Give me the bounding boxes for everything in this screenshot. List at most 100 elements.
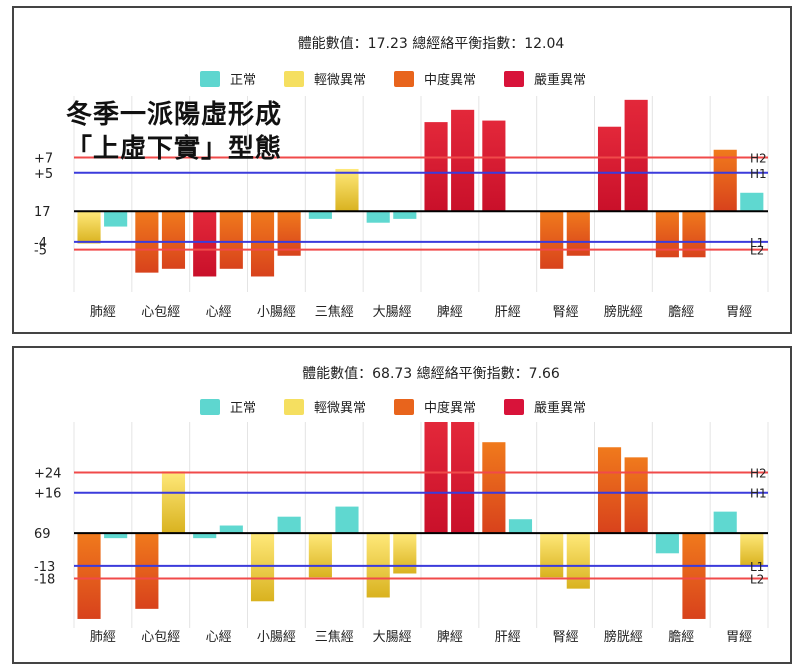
category-label-心經: 心經 xyxy=(206,630,232,645)
threshold-label-L2: -18 xyxy=(34,573,55,588)
threshold-label-L2: -5 xyxy=(34,244,47,259)
baseline-label: 69 xyxy=(34,527,51,542)
threshold-label-H1: +16 xyxy=(34,487,61,502)
bar-肺經-1 xyxy=(77,533,101,619)
threshold-label-H2: +7 xyxy=(34,151,53,166)
bar-肺經-2 xyxy=(104,533,128,539)
bar-膀胱經-1 xyxy=(597,447,622,534)
bar-肝經-2 xyxy=(508,519,533,534)
bar-腎經-1 xyxy=(540,533,564,578)
category-label-心經: 心經 xyxy=(206,305,232,320)
bar-心經-2 xyxy=(219,211,243,269)
bar-三焦經-1 xyxy=(308,211,332,219)
category-label-大腸經: 大腸經 xyxy=(373,630,412,645)
meridian-bar-chart-bottom: 體能數值：68.73 總經絡平衡指數：7.66 正常 輕微異常 中度異常 嚴重異常 +24… xyxy=(34,365,769,645)
bar-膽經-2 xyxy=(682,533,706,619)
bar-腎經-2 xyxy=(566,533,590,589)
threshold-tag-L2: L2 xyxy=(750,573,764,587)
bar-胃經-2 xyxy=(740,192,764,212)
threshold-tag-L2: L2 xyxy=(750,244,764,258)
threshold-label-H2: +24 xyxy=(34,467,61,482)
bar-肺經-1 xyxy=(77,211,101,244)
bar-小腸經-2 xyxy=(277,211,301,256)
bar-大腸經-2 xyxy=(393,533,417,574)
category-label-大腸經: 大腸經 xyxy=(373,305,412,320)
threshold-tag-L1: L1 xyxy=(750,560,764,574)
legend-label-normal: 正常 xyxy=(230,401,256,416)
category-label-小腸經: 小腸經 xyxy=(257,630,296,645)
legend-swatch-moderate xyxy=(394,71,414,87)
legend-swatch-moderate xyxy=(394,399,414,415)
bar-脾經-2 xyxy=(451,109,475,212)
category-label-心包經: 心包經 xyxy=(141,305,180,320)
threshold-label-H1: +5 xyxy=(34,167,53,182)
legend-swatch-mild xyxy=(284,399,304,415)
bar-大腸經-1 xyxy=(366,211,390,223)
legend-swatch-severe xyxy=(504,399,524,415)
category-label-膽經: 膽經 xyxy=(668,630,694,645)
bar-小腸經-1 xyxy=(250,211,275,277)
bar-胃經-2 xyxy=(740,533,764,566)
bar-大腸經-2 xyxy=(393,211,417,219)
legend-label-moderate: 中度異常 xyxy=(424,72,476,88)
bar-膽經-1 xyxy=(655,533,679,554)
category-label-膀胱經: 膀胱經 xyxy=(604,629,643,645)
bar-心包經-2 xyxy=(161,471,186,534)
category-label-小腸經: 小腸經 xyxy=(257,305,296,320)
legend-label-severe: 嚴重異常 xyxy=(534,400,586,416)
bar-脾經-1 xyxy=(424,422,448,534)
category-label-肺經: 肺經 xyxy=(90,305,116,320)
chart-title: 體能數值：68.73 總經絡平衡指數：7.66 xyxy=(302,365,560,382)
bar-腎經-2 xyxy=(566,211,590,256)
bar-膀胱經-2 xyxy=(624,457,648,534)
legend-swatch-mild xyxy=(284,71,304,87)
legend-label-severe: 嚴重異常 xyxy=(534,72,586,88)
threshold-tag-H1: H1 xyxy=(750,167,767,181)
bar-心經-1 xyxy=(193,533,217,539)
threshold-tag-L1: L1 xyxy=(750,236,764,250)
bar-膀胱經-2 xyxy=(624,99,648,212)
bar-三焦經-1 xyxy=(308,533,332,578)
bar-膀胱經-1 xyxy=(597,126,622,212)
category-label-脾經: 脾經 xyxy=(437,305,463,320)
meridian-chart-panel-bottom: 體能數值：68.73 總經絡平衡指數：7.66 正常 輕微異常 中度異常 嚴重異常 +24… xyxy=(12,346,792,664)
legend-label-mild: 輕微異常 xyxy=(314,73,366,88)
legend-label-mild: 輕微異常 xyxy=(314,401,366,416)
bar-心包經-2 xyxy=(161,211,186,269)
bar-小腸經-2 xyxy=(277,516,301,534)
category-label-肺經: 肺經 xyxy=(90,630,116,645)
bar-脾經-2 xyxy=(451,422,475,534)
legend-swatch-normal xyxy=(200,71,220,87)
legend-label-normal: 正常 xyxy=(230,73,256,88)
threshold-tag-H1: H1 xyxy=(750,487,767,501)
meridian-chart-panel-top: 體能數值：17.23 總經絡平衡指數：12.04 正常 輕微異常 中度異常 嚴重異常 +7… xyxy=(12,6,792,334)
bar-胃經-1 xyxy=(713,149,737,212)
overlay-caption: 冬季一派陽虛形成 「上虛下實」型態 xyxy=(66,98,282,166)
bar-心經-2 xyxy=(219,525,243,534)
legend-swatch-normal xyxy=(200,399,220,415)
overlay-caption-line-1: 冬季一派陽虛形成 xyxy=(66,100,283,130)
category-label-胃經: 胃經 xyxy=(726,630,752,645)
bar-三焦經-2 xyxy=(335,168,359,212)
meridian-bar-chart-top: 體能數值：17.23 總經絡平衡指數：12.04 正常 輕微異常 中度異常 嚴重異常 +7… xyxy=(34,35,769,320)
threshold-tag-H2: H2 xyxy=(750,151,767,165)
chart-title: 體能數值：17.23 總經絡平衡指數：12.04 xyxy=(298,35,565,52)
category-label-肝經: 肝經 xyxy=(495,630,521,645)
bar-胃經-1 xyxy=(713,511,737,534)
bar-脾經-1 xyxy=(424,122,448,212)
bar-腎經-1 xyxy=(540,211,564,269)
category-label-腎經: 腎經 xyxy=(553,630,579,645)
category-label-肝經: 肝經 xyxy=(495,305,521,320)
baseline-label: 17 xyxy=(34,205,51,220)
threshold-tag-H2: H2 xyxy=(750,467,767,481)
category-label-腎經: 腎經 xyxy=(553,305,579,320)
bar-肝經-1 xyxy=(482,442,506,534)
category-label-脾經: 脾經 xyxy=(437,630,463,645)
threshold-label-L1: -4 xyxy=(34,236,47,251)
bar-肺經-2 xyxy=(104,211,128,227)
bar-心經-1 xyxy=(193,211,217,277)
bar-三焦經-2 xyxy=(335,506,359,534)
category-label-心包經: 心包經 xyxy=(141,630,180,645)
threshold-label-L1: -13 xyxy=(34,560,55,575)
bar-心包經-1 xyxy=(135,533,159,609)
